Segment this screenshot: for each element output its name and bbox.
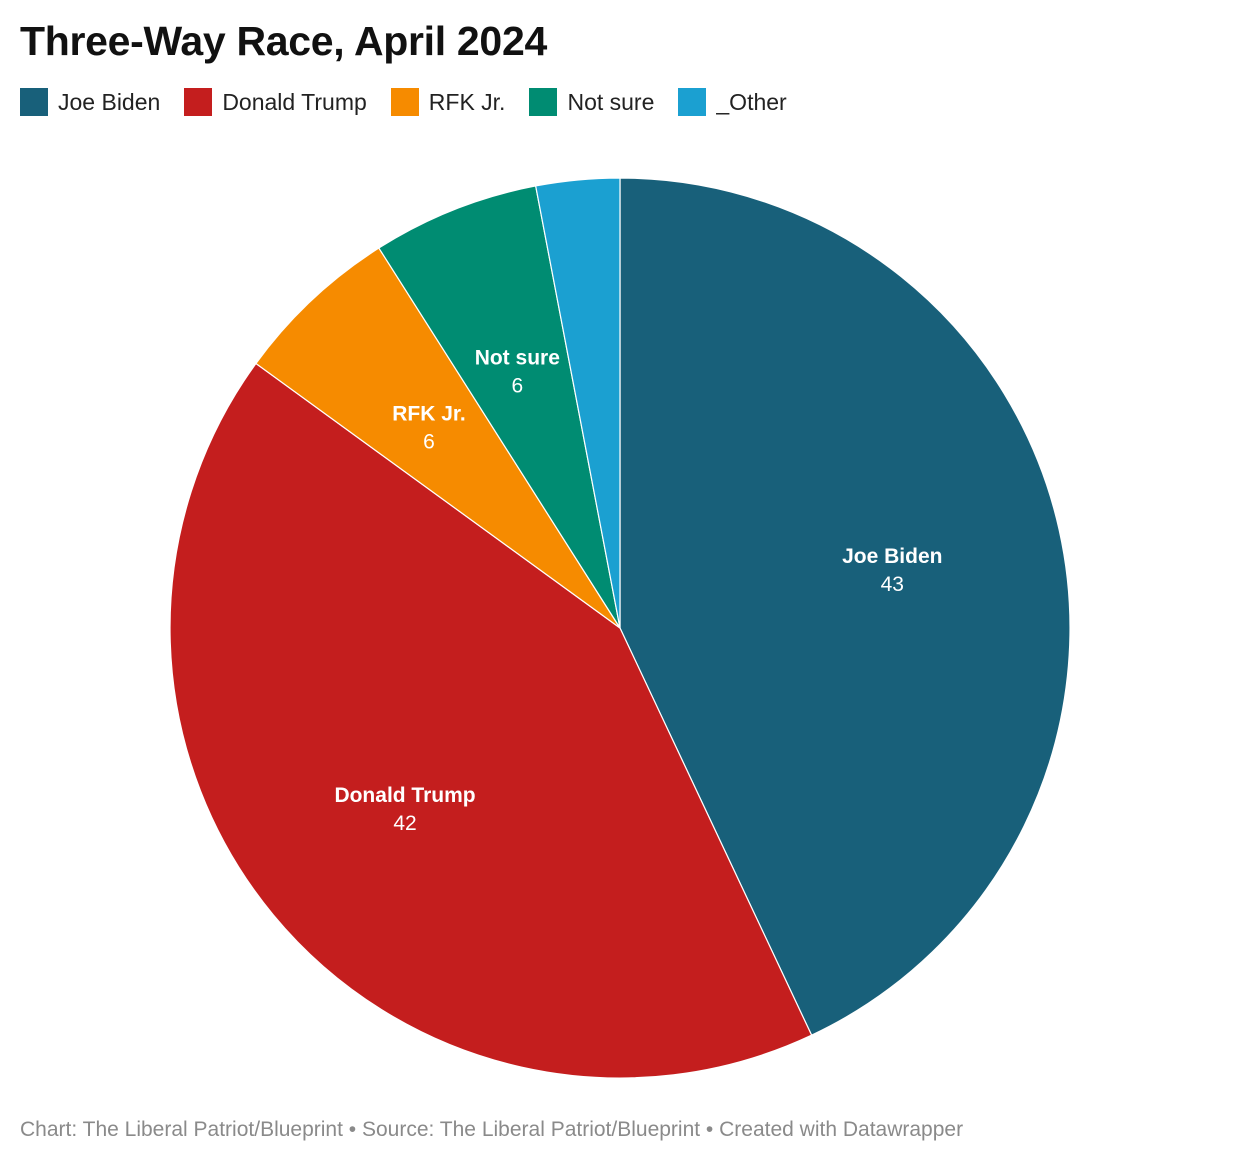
pie-slice-other [534,177,621,629]
legend-label: Joe Biden [58,88,161,115]
legend-item-other: _Other [678,88,787,116]
pie-slice-rfk-jr [255,247,621,629]
legend: Joe Biden Donald Trump RFK Jr. Not sure … [20,88,787,116]
chart-title: Three-Way Race, April 2024 [20,18,547,64]
legend-item-rfk-jr: RFK Jr. [390,88,506,116]
pie-slice-not-sure [378,185,621,629]
slice-value-not-sure: 6 [511,375,523,398]
legend-swatch [529,88,558,116]
legend-swatch [678,88,707,116]
slice-label-joe-biden: Joe Biden [842,545,942,568]
slice-value-donald-trump: 42 [393,812,416,835]
legend-item-donald-trump: Donald Trump [184,88,367,116]
slice-label-donald-trump: Donald Trump [334,784,475,807]
legend-swatch [184,88,213,116]
legend-label: _Other [716,88,787,115]
pie-slice-donald-trump [169,362,813,1079]
legend-item-not-sure: Not sure [529,88,654,116]
slice-value-joe-biden: 43 [881,573,904,596]
legend-item-joe-biden: Joe Biden [20,88,160,116]
pie-slice-joe-biden [619,177,1071,1036]
legend-swatch [20,88,48,116]
slice-value-rfk-jr: 6 [423,431,435,454]
slice-label-rfk-jr: RFK Jr. [392,403,466,426]
legend-label: RFK Jr. [428,88,506,115]
legend-label: Not sure [567,88,655,115]
chart-footer: Chart: The Liberal Patriot/Blueprint • S… [20,1118,964,1141]
legend-swatch [390,88,419,116]
slice-label-not-sure: Not sure [475,347,560,370]
legend-label: Donald Trump [222,88,367,115]
